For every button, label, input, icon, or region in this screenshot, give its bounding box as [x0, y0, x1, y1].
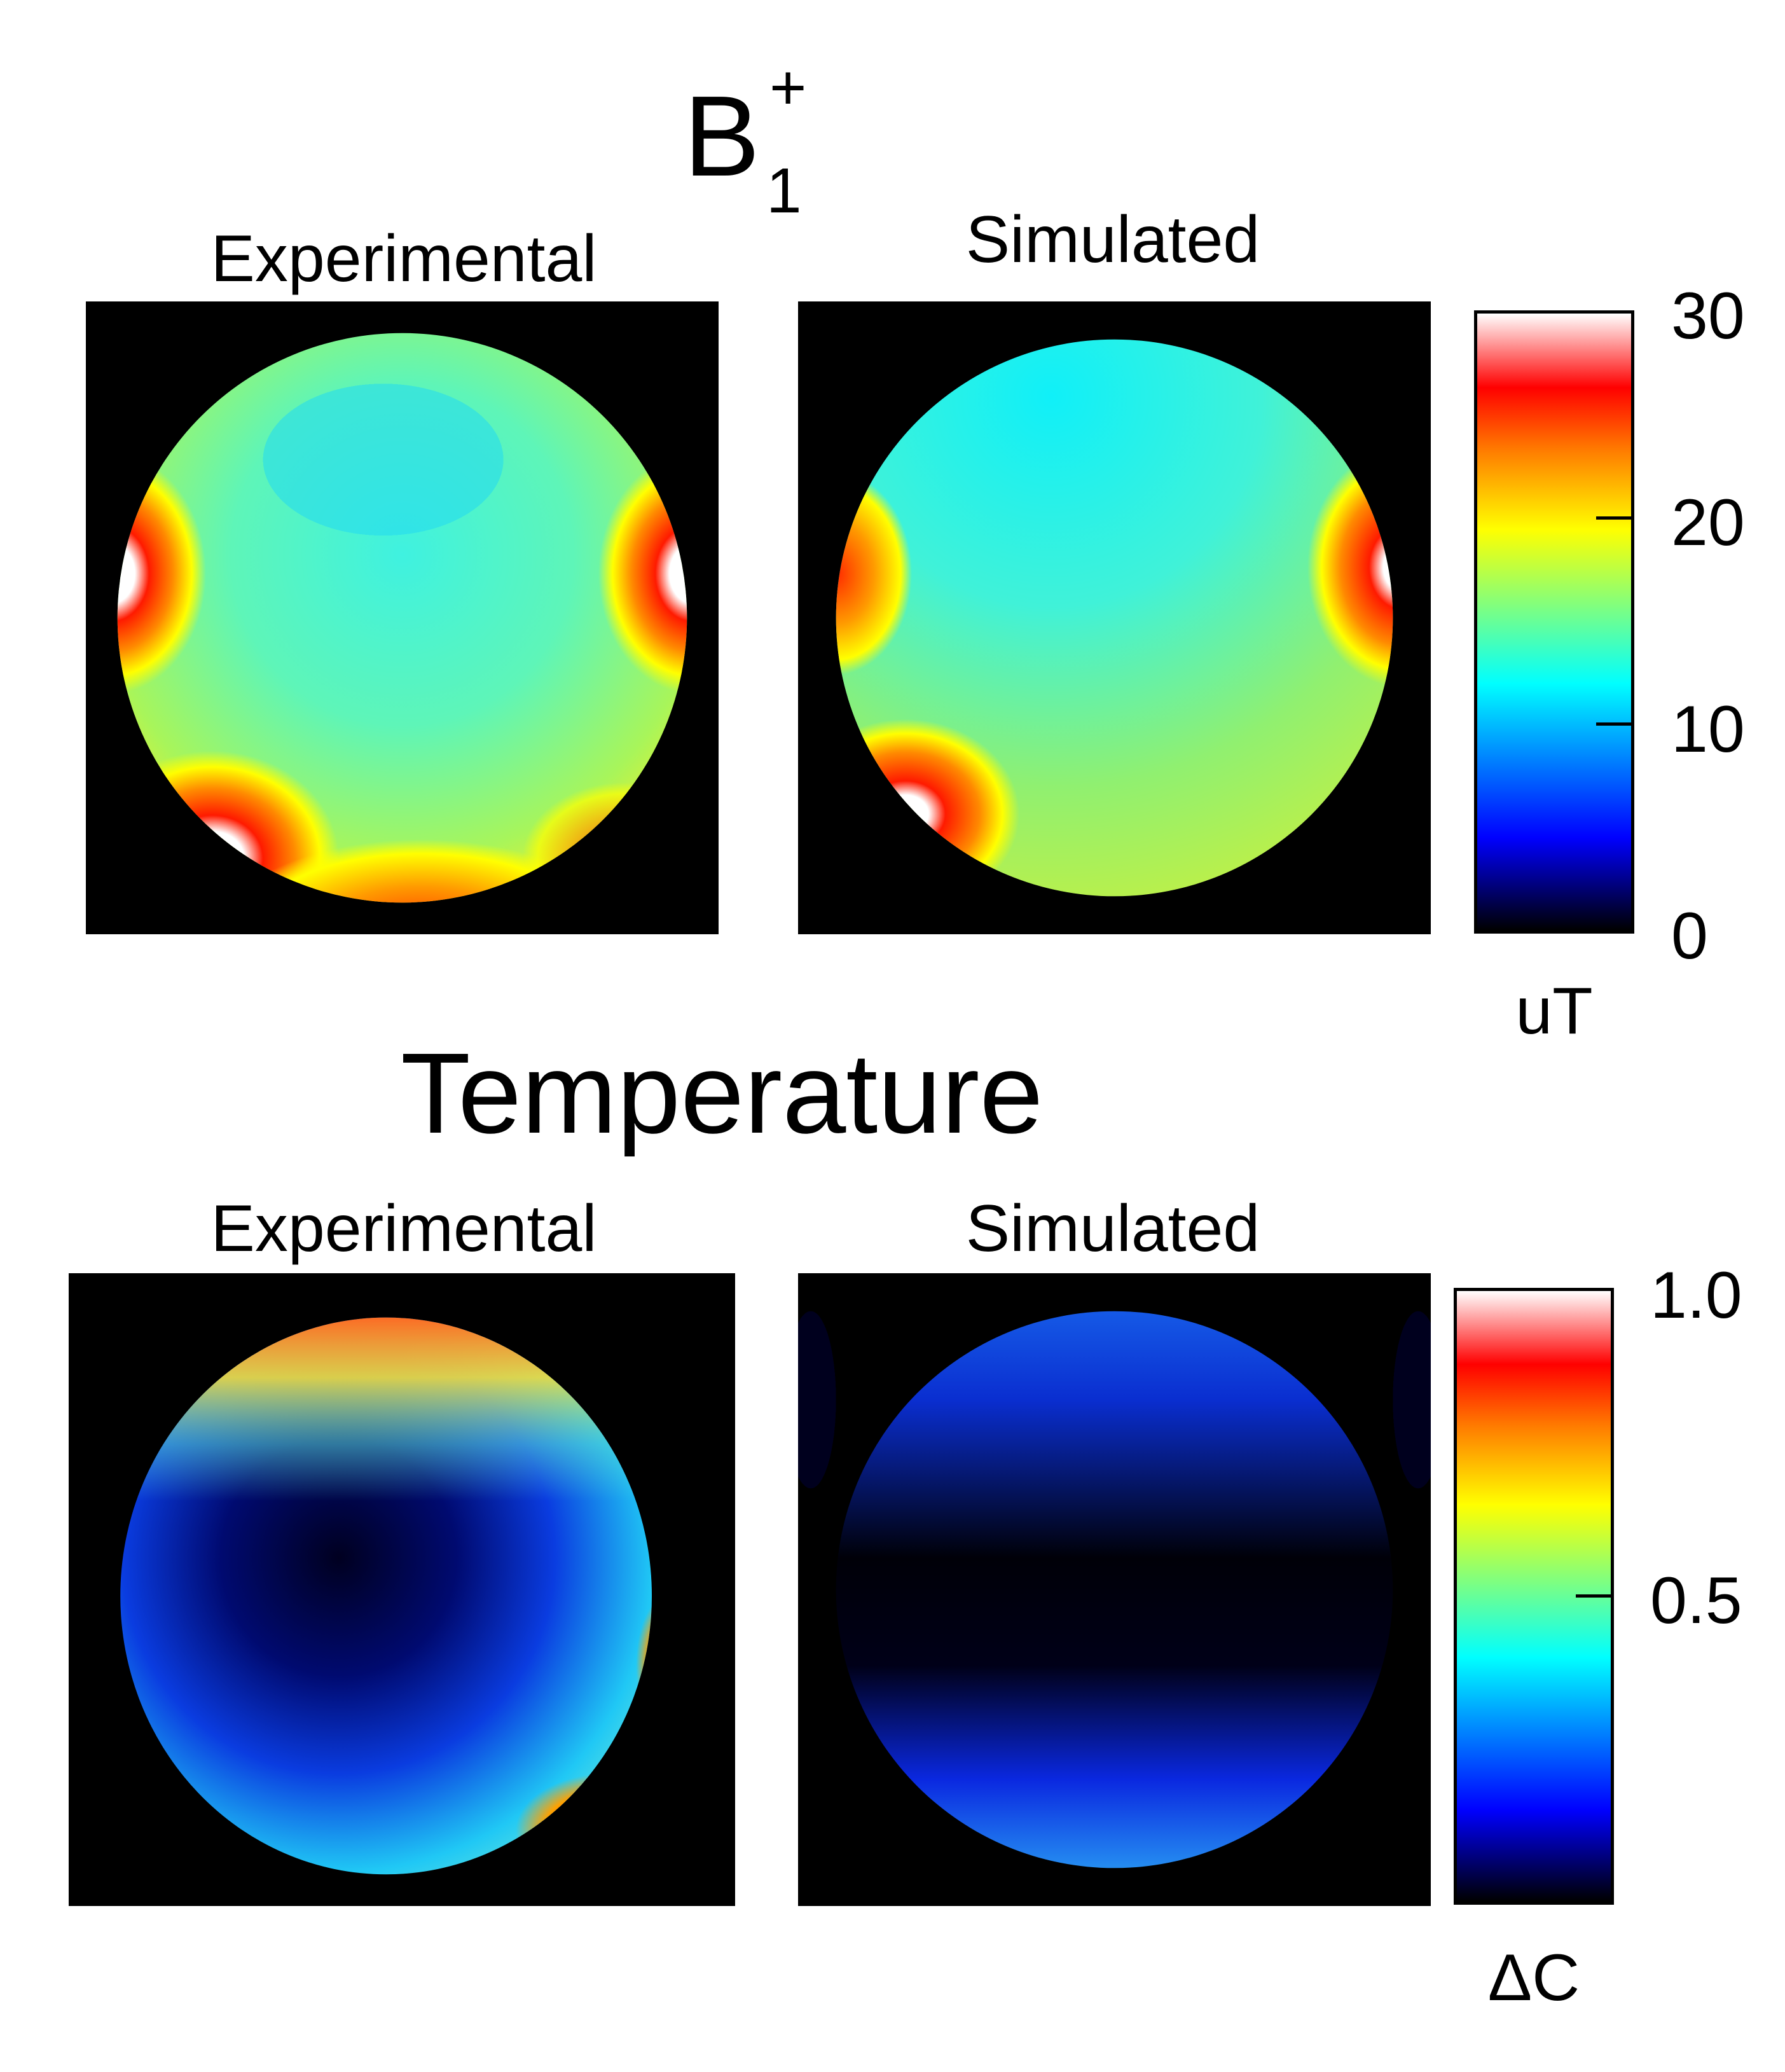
b1-experimental-label: Experimental: [210, 222, 597, 296]
b1-colorbar-unit: uT: [1515, 974, 1593, 1048]
b1-colorbar-tick-20: [1596, 516, 1634, 520]
temp-colorbar-label-0-5: 0.5: [1650, 1564, 1742, 1638]
b1-simulated-label: Simulated: [965, 203, 1260, 277]
b1-title-superscript: +: [769, 52, 807, 123]
temperature-title: Temperature: [401, 1030, 1044, 1157]
b1-colorbar-label-10: 10: [1671, 693, 1745, 766]
b1-title-subscript: 1: [766, 155, 802, 226]
b1-experimental-map: [86, 301, 719, 934]
temp-experimental-label: Experimental: [210, 1192, 597, 1266]
b1-colorbar-tick-10: [1596, 722, 1634, 726]
b1-title-base: B: [684, 73, 761, 200]
temp-simulated-map: [798, 1273, 1431, 1906]
b1-simulated-map: [798, 301, 1431, 934]
b1-colorbar: [1474, 310, 1634, 934]
temp-colorbar-label-1-0: 1.0: [1650, 1259, 1742, 1332]
temp-colorbar-unit: ΔC: [1487, 1941, 1580, 2015]
b1-colorbar-label-20: 20: [1671, 486, 1745, 560]
b1-colorbar-label-30: 30: [1671, 279, 1745, 353]
temp-experimental-map: [69, 1273, 735, 1906]
b1-title: B: [684, 79, 760, 194]
temp-colorbar-tick-0-5: [1576, 1594, 1614, 1598]
b1-colorbar-label-0: 0: [1671, 899, 1708, 973]
temp-simulated-label: Simulated: [965, 1192, 1260, 1266]
